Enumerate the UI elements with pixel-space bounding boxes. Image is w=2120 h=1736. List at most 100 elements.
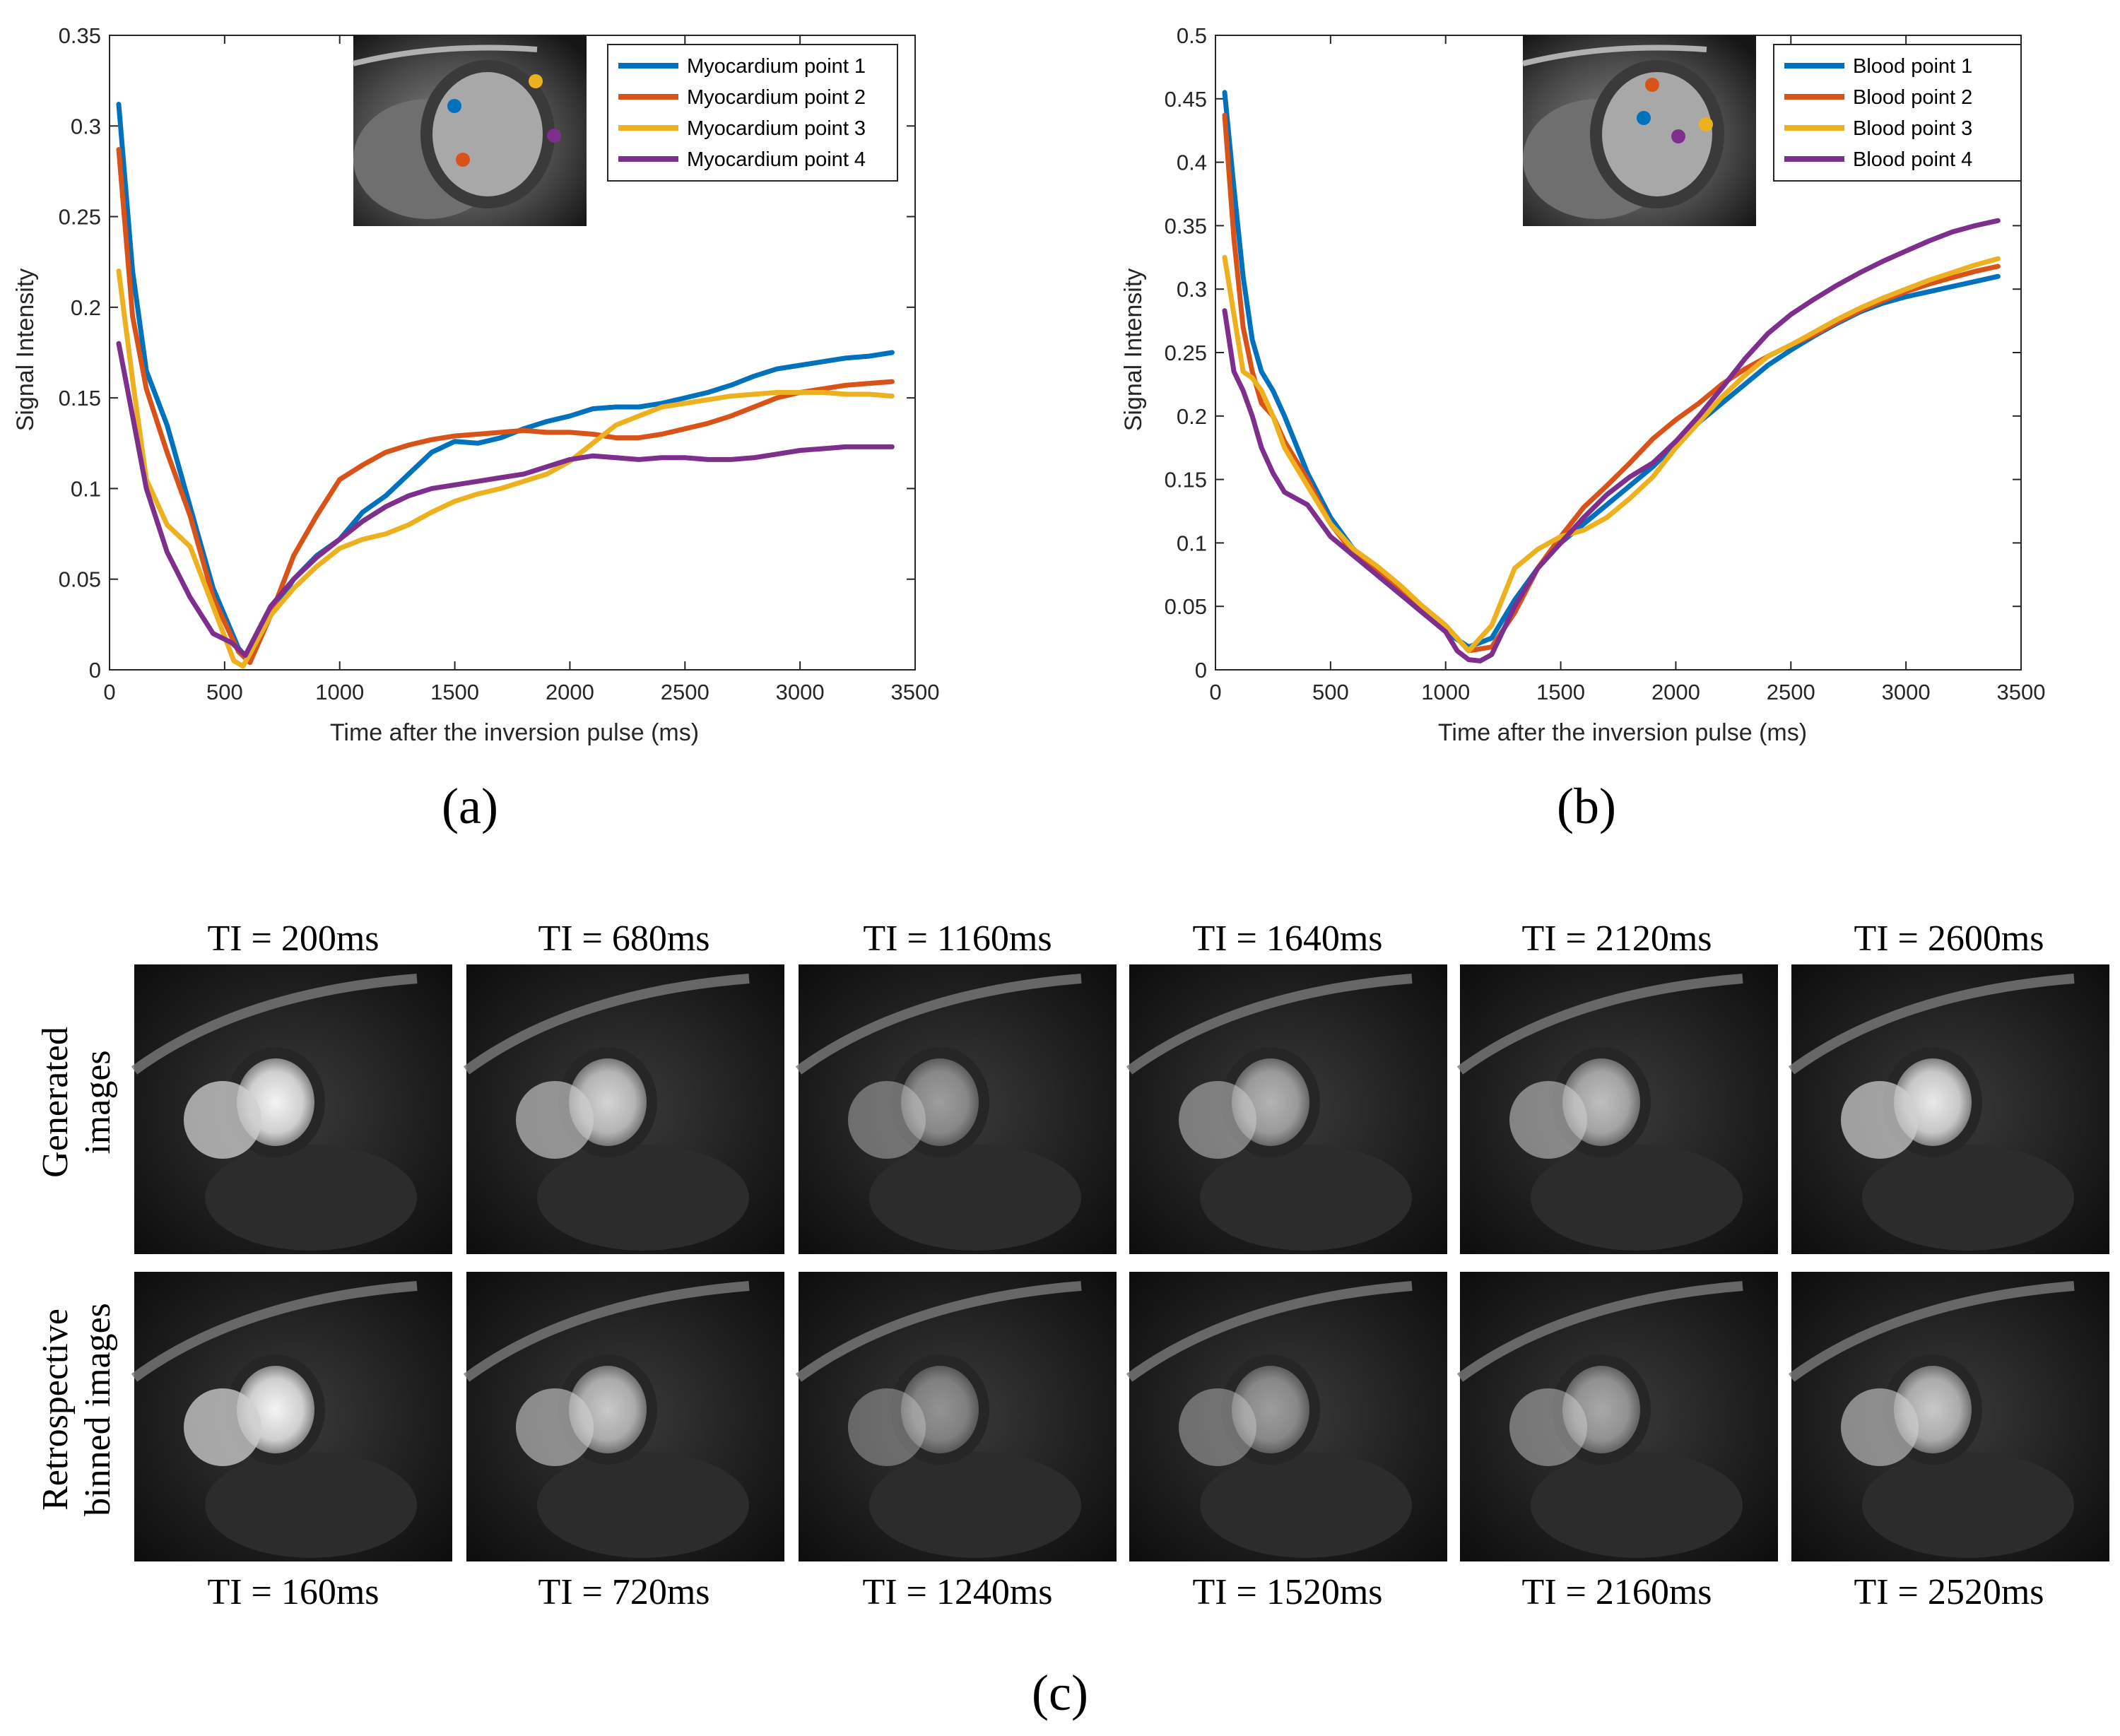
chart-a-series-3-line [116,268,895,669]
chart-a-xtick-label: 0 [103,680,115,704]
ti-bottom-3: TI = 1240ms [862,1572,1052,1612]
binned-image-6 [1788,1272,2109,1561]
inset-marker-1 [447,99,461,113]
chart-b-xtick-label: 2500 [1767,680,1815,704]
binned-image-1 [131,1272,452,1561]
mri-lower-tissue [1862,1145,2074,1251]
chart-a-xlabel: Time after the inversion pulse (ms) [330,719,699,746]
generated-image-3 [795,964,1117,1254]
chart-b-ytick-label: 0.5 [1177,23,1207,48]
mri-lower-tissue [1862,1452,2074,1558]
row-label-binned-line2: binned images [78,1303,118,1516]
chart-b-ytick-label: 0.3 [1177,277,1207,302]
chart-b-ytick-label: 0.2 [1177,404,1207,429]
mri-lv-cavity [1232,1366,1309,1453]
chart-b: 0 500 1000 1500 2000 2500 3000 3500 0 0.05 0.1 0.15… [1120,23,2045,834]
chart-a-ytick-label: 0.3 [71,114,101,138]
chart-b-legend: Blood point 1 Blood point 2 Blood point 3 B… [1773,44,2022,182]
legend-label-4: Myocardium point 4 [687,148,866,171]
generated-image-6 [1788,964,2109,1254]
chart-b-ytick-label: 0.35 [1165,213,1207,238]
chart-a-xtick-label: 2000 [546,680,594,704]
mri-lower-tissue [537,1452,749,1558]
mri-chest-wall [463,974,750,1075]
chart-b-xtick-label: 0 [1209,680,1221,704]
ti-bottom-2: TI = 720ms [538,1572,709,1612]
chart-b-xtick-label: 2000 [1651,680,1700,704]
binned-image-2 [463,1272,784,1561]
mri-lv-cavity [901,1058,979,1146]
chart-b-ylabel: Signal Intensity [1120,268,1147,432]
ti-top-6: TI = 2600ms [1854,919,2044,959]
panel-c: Generated images Retrospective binned im… [35,919,2109,1721]
chart-a-inset [353,35,587,226]
generated-image-1 [131,964,452,1254]
row-label-binned-line1: Retrospective [35,1309,76,1511]
inset-marker-3 [1699,117,1713,131]
row-label-generated-line1: Generated [35,1027,76,1178]
ti-top-5: TI = 2120ms [1521,919,1712,959]
mri-lower-tissue [1200,1452,1412,1558]
mri-rv-cavity [1509,1388,1587,1466]
generated-image-2 [463,964,784,1254]
mri-rv-cavity [516,1081,594,1159]
chart-a-plot-area: 0 500 1000 1500 2000 2500 3000 3500 0 0.05 0.1 0.15… [59,23,940,704]
generated-image-4 [1126,964,1447,1254]
mri-chest-wall [1788,1281,2075,1382]
chart-b-xtick-label: 1500 [1536,680,1585,704]
inset-marker-2 [456,153,470,167]
chart-a-xtick-label: 2500 [661,680,709,704]
mri-chest-wall [131,1281,418,1382]
chart-b-ytick-label: 0.4 [1177,150,1207,175]
mri-lower-tissue [869,1145,1081,1251]
chart-a-xtick-label: 3000 [776,680,825,704]
legend-label-2: Myocardium point 2 [687,86,866,109]
mri-lower-tissue [1531,1145,1743,1251]
mri-lower-tissue [205,1452,417,1558]
mri-lv-cavity [901,1366,979,1453]
panel-c-label: (c) [1032,1665,1088,1721]
mri-rv-cavity [516,1388,594,1466]
mri-rv-cavity [184,1388,261,1466]
chart-a-ylabel: Signal Intensity [12,268,39,432]
ti-bottom-1: TI = 160ms [207,1572,379,1612]
inset-marker-4 [547,129,561,143]
mri-chest-wall [1126,974,1413,1075]
mri-rv-cavity [848,1081,926,1159]
chart-b-ytick-label: 0.05 [1165,594,1207,619]
mri-rv-cavity [1509,1081,1587,1159]
chart-b-ytick-label: 0.15 [1165,468,1207,492]
mri-lower-tissue [1200,1145,1412,1251]
inset-chest-wall [353,45,538,66]
legend-label-1: Blood point 1 [1853,55,1972,78]
mri-lower-tissue [537,1145,749,1251]
chart-a-panel-label: (a) [442,778,498,834]
inset-marker-2 [1645,78,1659,92]
panel-c-image-grid [131,964,2109,1561]
ti-bottom-6: TI = 2520ms [1854,1572,2044,1612]
chart-a-ytick-label: 0.1 [71,476,101,501]
mri-rv-cavity [1841,1081,1919,1159]
chart-a-ytick-label: 0.25 [59,205,101,230]
inset-chest-wall [1522,45,1707,66]
legend-label-1: Myocardium point 1 [687,55,866,78]
mri-rv-cavity [1179,1081,1256,1159]
mri-lv-cavity [1562,1366,1640,1453]
chart-a-ytick-label: 0.2 [71,295,101,320]
mri-chest-wall [1126,1281,1413,1382]
chart-b-xtick-label: 3000 [1882,680,1931,704]
mri-chest-wall [1456,1281,1743,1382]
chart-b-ytick-label: 0 [1195,658,1207,683]
mri-chest-wall [1788,974,2075,1075]
legend-label-2: Blood point 2 [1853,86,1972,109]
ti-top-1: TI = 200ms [207,919,379,959]
binned-image-4 [1126,1272,1447,1561]
legend-label-3: Blood point 3 [1853,117,1972,140]
chart-b-panel-label: (b) [1557,778,1616,834]
mri-chest-wall [463,1281,750,1382]
mri-rv-cavity [184,1081,261,1159]
chart-a-xtick-label: 1000 [315,680,364,704]
mri-lower-tissue [1531,1452,1743,1558]
inset-lv-blood-pool [1602,72,1712,196]
